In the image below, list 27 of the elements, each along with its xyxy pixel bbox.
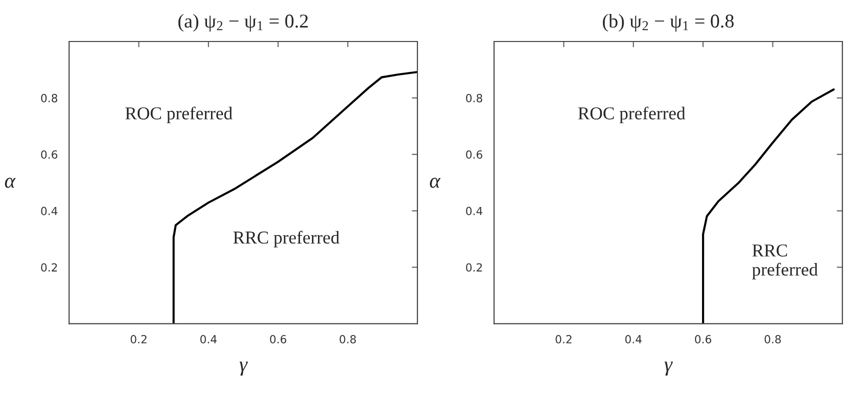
y-tick-label: 0.8 (41, 94, 58, 102)
x-axis-title: γ (664, 362, 673, 376)
x-tick-label: 0.6 (694, 335, 712, 344)
x-tick-label: 0.4 (200, 335, 217, 344)
x-tick-label: 0.4 (625, 335, 642, 344)
y-tick-label: 0.8 (466, 94, 482, 102)
chart-title: (b) ψ$_{2}$ − ψ$_{1}$ = 0.8 (602, 14, 734, 32)
y-tick-label: 0.4 (466, 206, 482, 216)
annotation: RRC preferred (233, 230, 340, 248)
x-tick-label: 0.2 (556, 335, 572, 344)
y-tick-label: 0.6 (466, 150, 482, 159)
y-axis-title: α (430, 178, 441, 188)
x-tick-label: 0.6 (270, 335, 286, 344)
line-series (702, 88, 835, 324)
y-tick-label: 0.2 (466, 263, 482, 272)
x-axis-title: γ (240, 362, 248, 376)
y-tick-label: 0.4 (41, 206, 58, 216)
x-tick-label: 0.8 (764, 335, 781, 344)
chart-title: (a) ψ$_{2}$ − ψ$_{1}$ = 0.2 (178, 14, 308, 32)
annotation: RRC preferred (752, 244, 818, 280)
y-tick-label: 0.2 (41, 263, 57, 272)
y-tick-label: 0.6 (41, 150, 58, 159)
annotation: ROC preferred (578, 106, 686, 124)
x-tick-label: 0.2 (130, 335, 147, 344)
y-axis-title: α (4, 178, 16, 188)
annotation: ROC preferred (125, 106, 232, 124)
x-tick-label: 0.8 (340, 335, 356, 344)
